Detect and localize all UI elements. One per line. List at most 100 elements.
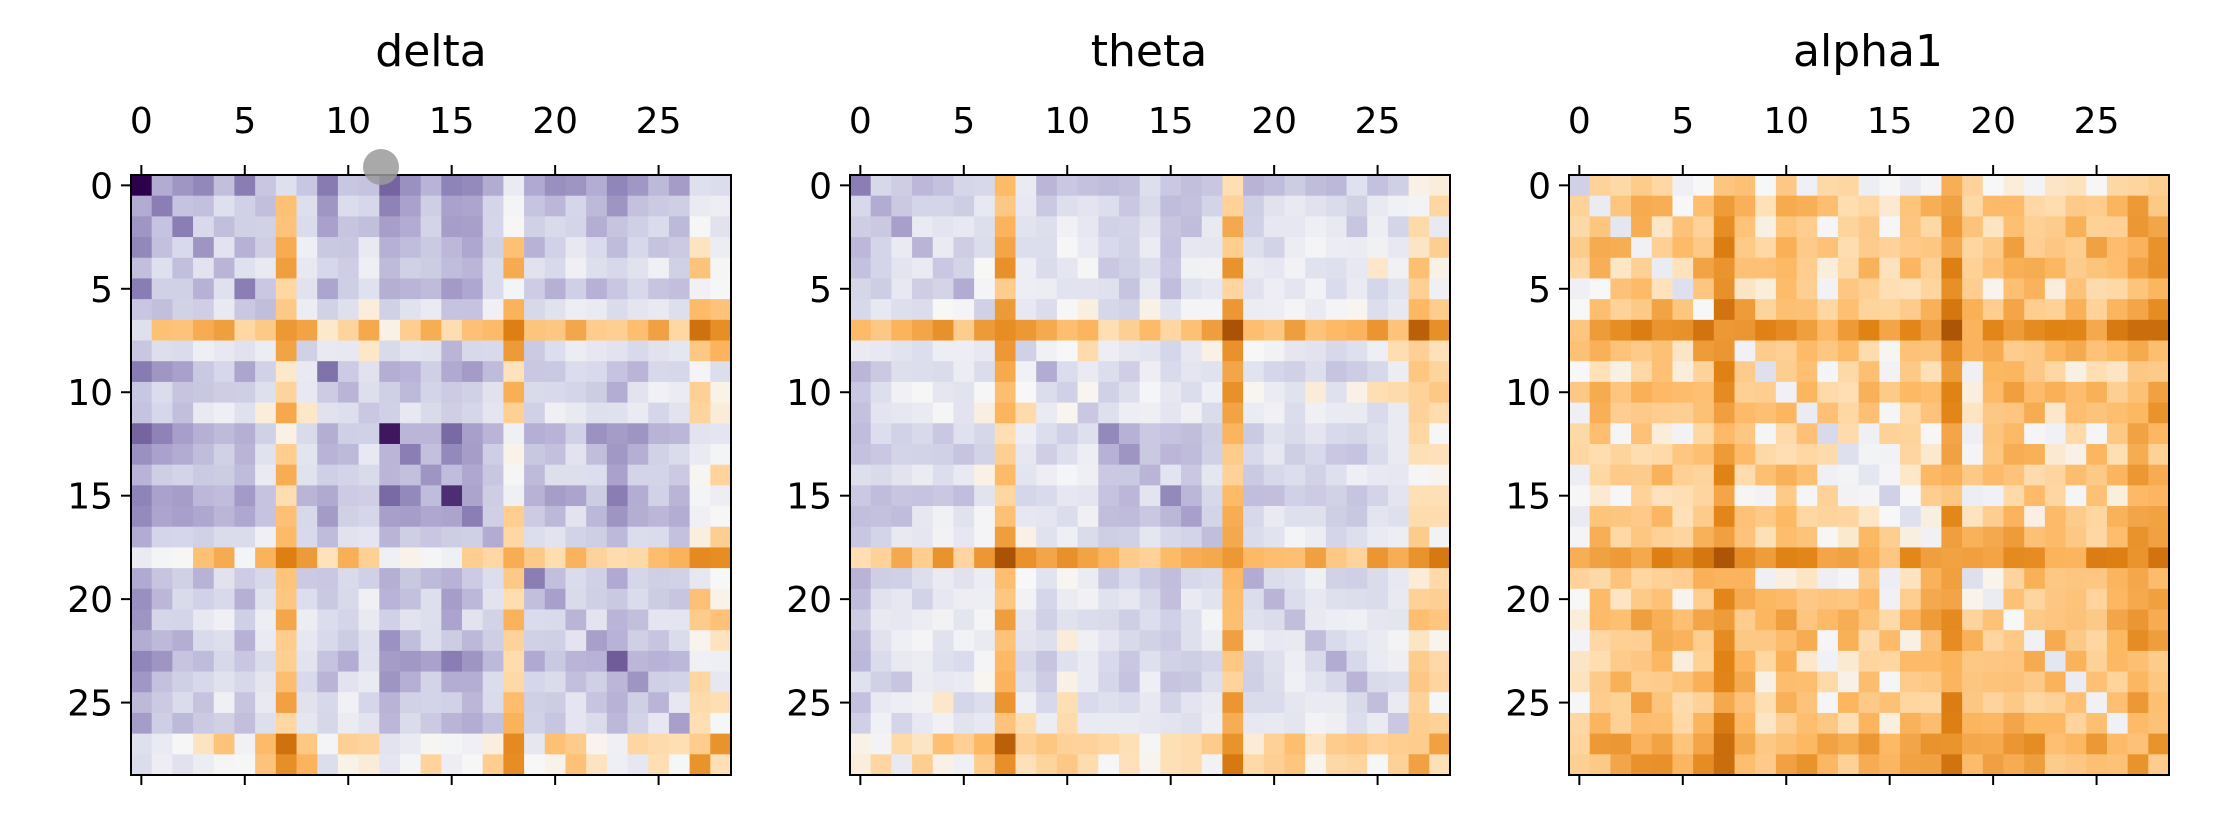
heatmap-cell — [275, 588, 298, 611]
panel-title: theta — [1091, 26, 1207, 77]
heatmap-cell — [1982, 464, 2005, 486]
heatmap-cell — [1651, 278, 1674, 300]
heatmap-cell — [1631, 361, 1653, 383]
heatmap-cell — [1408, 361, 1430, 383]
heatmap-cell — [1367, 526, 1389, 549]
heatmap-cell — [1796, 712, 1818, 735]
heatmap-cell — [1631, 402, 1653, 424]
heatmap-cell — [1796, 299, 1818, 321]
heatmap-cell — [2065, 588, 2087, 611]
heatmap-cell — [131, 257, 153, 280]
heatmap-cell — [2044, 299, 2067, 321]
heatmap-cell — [974, 402, 996, 424]
heatmap-cell — [337, 568, 360, 590]
heatmap-cell — [172, 257, 194, 280]
heatmap-cell — [462, 278, 484, 300]
heatmap-cell — [710, 588, 732, 611]
heatmap-cell — [2044, 568, 2067, 590]
heatmap-cell — [1077, 443, 1099, 466]
heatmap-cell — [1367, 257, 1389, 280]
heatmap-cell — [2127, 402, 2149, 424]
heatmap-cell — [441, 381, 463, 404]
heatmap-cell — [503, 237, 525, 259]
heatmap-cell — [1015, 568, 1037, 590]
heatmap-cell — [1693, 733, 1715, 755]
heatmap-cell — [850, 650, 872, 673]
heatmap-cell — [296, 588, 318, 611]
heatmap-cell — [1429, 299, 1451, 321]
heatmap-cell — [1325, 547, 1348, 569]
heatmap-cell — [131, 195, 153, 217]
heatmap-cell — [379, 547, 401, 569]
heatmap-cell — [151, 568, 173, 590]
heatmap-cell — [648, 733, 670, 755]
heatmap-cell — [255, 464, 277, 486]
heatmap-cell — [337, 443, 360, 466]
heatmap-cell — [2044, 381, 2067, 404]
heatmap-cell — [1589, 257, 1611, 280]
heatmap-cell — [213, 609, 236, 631]
heatmap-cell — [420, 319, 442, 342]
heatmap-cell — [1941, 609, 1963, 631]
heatmap-cell — [932, 257, 955, 280]
heatmap-cell — [1837, 485, 1860, 507]
heatmap-cell — [627, 733, 649, 755]
heatmap-cell — [891, 506, 913, 528]
heatmap-cell — [1796, 485, 1818, 507]
heatmap-cell — [586, 464, 608, 486]
heatmap-cell — [1387, 692, 1410, 714]
heatmap-cell — [1796, 609, 1818, 631]
heatmap-cell — [193, 319, 215, 342]
heatmap-cell — [1713, 319, 1736, 342]
heatmap-cell — [1920, 568, 1943, 590]
heatmap-cell — [668, 609, 691, 631]
heatmap-cell — [1858, 568, 1880, 590]
heatmap-cell — [337, 216, 360, 238]
heatmap-cell — [296, 630, 318, 652]
heatmap-cell — [1713, 381, 1736, 404]
heatmap-cell — [932, 630, 955, 652]
heatmap-cell — [1387, 443, 1410, 466]
heatmap-cell — [1387, 299, 1410, 321]
heatmap-cell — [1631, 175, 1653, 197]
heatmap-cell — [1325, 630, 1348, 652]
heatmap-cell — [275, 423, 298, 445]
heatmap-cell — [1775, 237, 1798, 259]
heatmap-cell — [1920, 175, 1943, 197]
heatmap-cell — [296, 692, 318, 714]
heatmap-cell — [932, 361, 955, 383]
heatmap-cell — [1118, 609, 1141, 631]
heatmap-cell — [1098, 319, 1120, 342]
heatmap-cell — [1367, 485, 1389, 507]
heatmap-cell — [710, 464, 732, 486]
heatmap-cell — [1569, 506, 1591, 528]
heatmap-cell — [1408, 195, 1430, 217]
heatmap-cell — [420, 257, 442, 280]
heatmap-cell — [1651, 464, 1674, 486]
heatmap-cell — [1982, 381, 2005, 404]
heatmap-cell — [565, 278, 587, 300]
heatmap-cell — [565, 423, 587, 445]
y-tick-label: 10 — [1505, 373, 1551, 414]
heatmap-cell — [974, 423, 996, 445]
heatmap-cell — [420, 609, 442, 631]
heatmap-cell — [912, 340, 934, 362]
heatmap-cell — [994, 278, 1017, 300]
heatmap-cell — [689, 568, 711, 590]
heatmap-cell — [1817, 568, 1839, 590]
heatmap-cell — [850, 547, 872, 569]
heatmap-cell — [1201, 650, 1224, 673]
heatmap-cell — [1263, 754, 1286, 776]
heatmap-cell — [953, 609, 975, 631]
heatmap-cell — [337, 712, 360, 735]
heatmap-cell — [1305, 588, 1327, 611]
heatmap-cell — [1036, 423, 1058, 445]
heatmap-cell — [850, 712, 872, 735]
heatmap-cell — [1569, 526, 1591, 549]
heatmap-cell — [912, 630, 934, 652]
heatmap-cell — [1387, 568, 1410, 590]
heatmap-cell — [358, 195, 380, 217]
heatmap-cell — [441, 650, 463, 673]
heatmap-cell — [1693, 195, 1715, 217]
